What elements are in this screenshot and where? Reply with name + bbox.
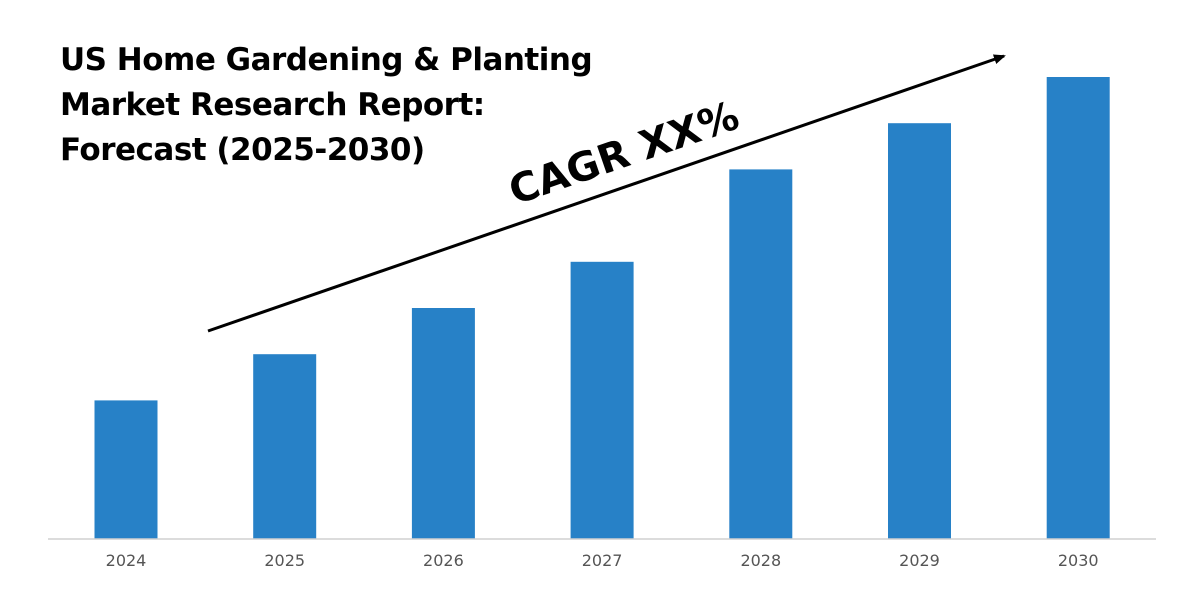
cagr-annotation: CAGR XX% (503, 93, 745, 215)
x-tick-2030: 2030 (1058, 551, 1099, 570)
bar-2025 (253, 354, 317, 539)
x-axis-ticks: 2024 2025 2026 2027 2028 2029 2030 (106, 551, 1099, 570)
bar-2026 (411, 308, 475, 539)
bar-2030 (1046, 77, 1110, 539)
x-tick-2024: 2024 (106, 551, 147, 570)
x-tick-2028: 2028 (740, 551, 781, 570)
x-tick-2026: 2026 (423, 551, 464, 570)
bar-2024 (94, 400, 158, 539)
bars-group (94, 77, 1110, 539)
bar-2028 (729, 169, 793, 539)
trend-arrow (207, 54, 1006, 333)
x-tick-2025: 2025 (264, 551, 305, 570)
x-tick-2027: 2027 (582, 551, 623, 570)
bar-2029 (888, 123, 951, 539)
bar-2027 (570, 261, 634, 539)
x-tick-2029: 2029 (899, 551, 940, 570)
chart-title: US Home Gardening & Planting Market Rese… (60, 42, 593, 168)
